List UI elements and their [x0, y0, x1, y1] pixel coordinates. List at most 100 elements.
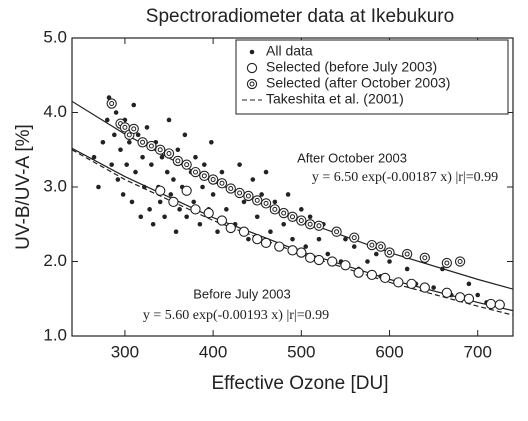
point-ring [296, 215, 307, 226]
point-ring [387, 250, 393, 256]
point [184, 214, 189, 220]
chart-title: Spectroradiometer data at Ikebukuro [146, 6, 454, 27]
point-ring [148, 143, 154, 149]
point [225, 183, 236, 194]
point-ring [278, 207, 289, 219]
point-ring [366, 239, 378, 251]
point [260, 237, 272, 249]
point [100, 140, 106, 145]
point [259, 192, 264, 197]
point [351, 244, 357, 249]
point [250, 177, 256, 182]
point [269, 204, 281, 215]
point [327, 256, 338, 267]
point-ring [296, 247, 307, 258]
point [440, 266, 445, 272]
point-ring [146, 140, 157, 152]
point [285, 192, 291, 197]
point-ring [375, 241, 386, 252]
point-ring [175, 158, 181, 164]
point-ring [263, 200, 269, 206]
point [268, 229, 273, 234]
point-ring [243, 190, 254, 202]
point-ring [201, 173, 207, 179]
point [138, 214, 144, 220]
point [203, 207, 214, 219]
point-ring [366, 269, 378, 281]
point [104, 117, 110, 123]
point-ring [353, 267, 364, 278]
point-ring [168, 196, 179, 208]
point [272, 199, 278, 205]
point [190, 166, 201, 178]
point [216, 215, 228, 226]
point [225, 222, 236, 234]
point [466, 281, 472, 287]
legend-label: Selected (after October 2003) [266, 75, 450, 91]
point [175, 147, 181, 153]
point-ring [419, 252, 430, 263]
point-ring [237, 190, 243, 196]
point [404, 266, 410, 272]
point-ring [122, 124, 128, 130]
point-ring [457, 259, 463, 264]
point-ring [225, 222, 236, 234]
point [190, 204, 201, 215]
point-ring [272, 206, 278, 212]
point [287, 211, 298, 222]
point [353, 267, 364, 278]
annotation: y = 6.50 exp(-0.00187 x) |r|=0.99 [312, 170, 498, 185]
point [325, 251, 331, 257]
point-ring [249, 81, 255, 87]
point [129, 199, 135, 205]
point [252, 233, 263, 245]
point [91, 154, 97, 160]
point-ring [404, 251, 410, 257]
annotation: After October 2003 [297, 150, 407, 165]
point [241, 199, 247, 205]
point [316, 236, 322, 242]
point [131, 102, 137, 108]
point-ring [340, 260, 351, 271]
point [343, 236, 348, 242]
point [238, 226, 250, 237]
point-ring [463, 293, 475, 304]
point-ring [304, 219, 316, 230]
point [155, 144, 166, 155]
point-ring [269, 204, 281, 215]
point-ring [384, 247, 395, 258]
point [246, 62, 258, 74]
plot-area [72, 95, 513, 316]
point [349, 232, 360, 243]
point [135, 132, 141, 138]
point-ring [137, 137, 148, 148]
point [365, 259, 370, 264]
point [441, 257, 452, 269]
point [287, 245, 298, 256]
point [155, 185, 166, 196]
point [366, 269, 378, 281]
point-ring [307, 221, 313, 227]
point [454, 256, 466, 267]
point-ring [166, 150, 172, 156]
x-tick-label: 700 [464, 342, 492, 361]
point [191, 199, 197, 205]
point-ring [225, 183, 236, 194]
x-tick-label: 400 [199, 342, 227, 361]
point [209, 140, 214, 145]
point-ring [327, 256, 338, 267]
point-ring [441, 257, 452, 269]
point [118, 147, 123, 153]
point [181, 185, 192, 196]
point-ring [444, 260, 450, 266]
point [313, 254, 325, 266]
point [252, 195, 263, 206]
point-ring [494, 299, 505, 310]
point-ring [298, 218, 304, 224]
point [303, 244, 309, 249]
point-ring [351, 235, 357, 241]
point-ring [379, 272, 391, 284]
point-ring [228, 185, 234, 191]
point-ring [163, 148, 175, 159]
point [140, 154, 145, 160]
